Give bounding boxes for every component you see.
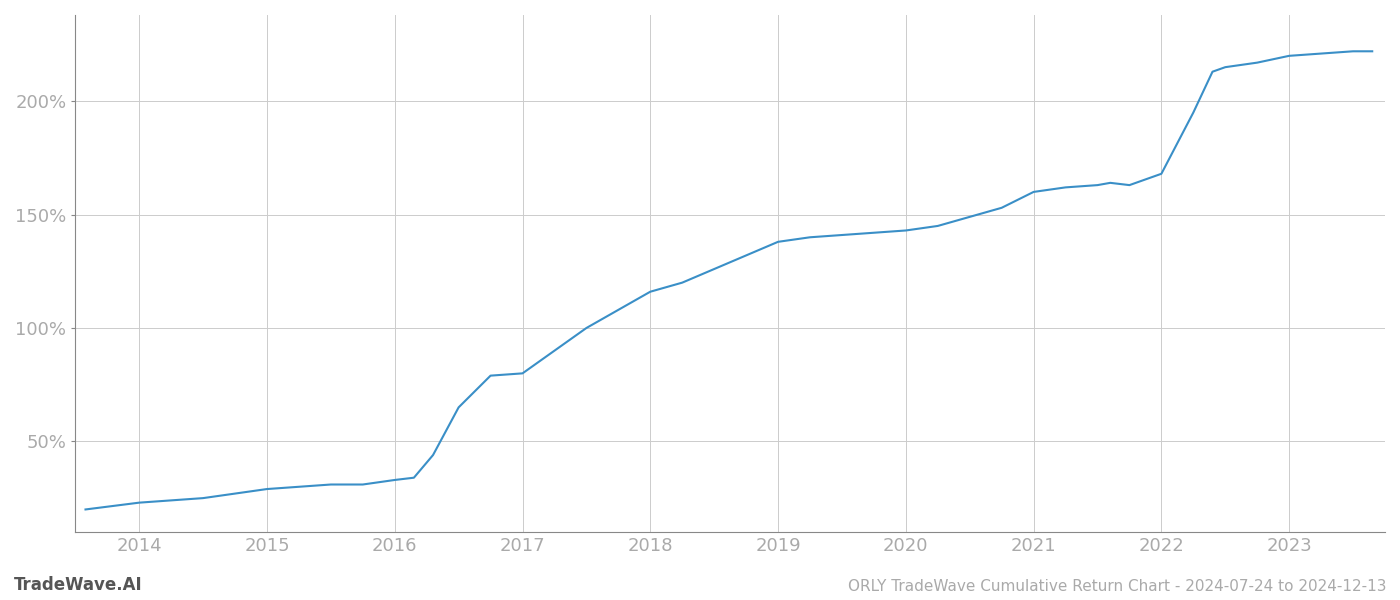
Text: ORLY TradeWave Cumulative Return Chart - 2024-07-24 to 2024-12-13: ORLY TradeWave Cumulative Return Chart -… — [847, 579, 1386, 594]
Text: TradeWave.AI: TradeWave.AI — [14, 576, 143, 594]
